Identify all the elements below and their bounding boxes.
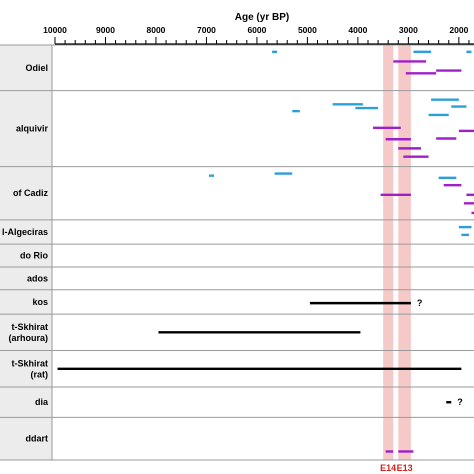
row-backgrounds [0,45,52,460]
row-label-bg [0,417,52,460]
event-bands: E14 E13 [380,44,413,473]
row-label-bg [0,314,52,351]
row-label-bg [0,266,52,290]
tick-label: 5000 [298,25,317,35]
row-label-bg [0,90,52,167]
tick-label: 9000 [96,25,115,35]
row-label-bg [0,289,52,315]
row-label-bg [0,350,52,388]
row-label: kos [32,297,48,307]
event-label: E14 [380,463,396,473]
tick-label: 2000 [449,25,468,35]
row-label-bg [0,166,52,220]
tick-label: 7000 [197,25,216,35]
row-label: of Cadiz [13,188,48,198]
row-label-bg [0,387,52,418]
tick-label: 8000 [147,25,166,35]
tick-label: 6000 [247,25,266,35]
x-axis-title: Age (yr BP) [235,12,289,23]
uncertain-mark: ? [417,298,423,308]
row-labels: Odiel alquivir of Cadiz l-Algeciras do Rio ad… [2,63,49,444]
tick-label: 10000 [43,25,67,35]
row-label: ddart [26,434,49,444]
range-bars: ?? [57,50,474,453]
tick-label: 4000 [348,25,367,35]
row-label: t-Skhirat (rat) [11,358,48,379]
row-label: Odiel [25,63,48,73]
row-label: dia [35,397,49,407]
event-band [383,44,394,460]
row-label: ados [27,273,48,283]
row-label: do Rio [20,251,48,261]
row-label: t-Skhirat (arhoura) [8,322,48,343]
row-label-bg [0,219,52,245]
tick-label: 3000 [399,25,418,35]
event-band [398,44,411,460]
row-label-bg [0,244,52,267]
x-axis: 1000090008000700060005000400030002000100… [43,25,474,45]
row-label-bg [0,45,52,91]
row-label: l-Algeciras [2,227,48,237]
event-label: E13 [397,463,413,473]
row-label: alquivir [16,124,49,134]
uncertain-mark: ? [457,397,463,407]
row-dividers [0,44,474,461]
